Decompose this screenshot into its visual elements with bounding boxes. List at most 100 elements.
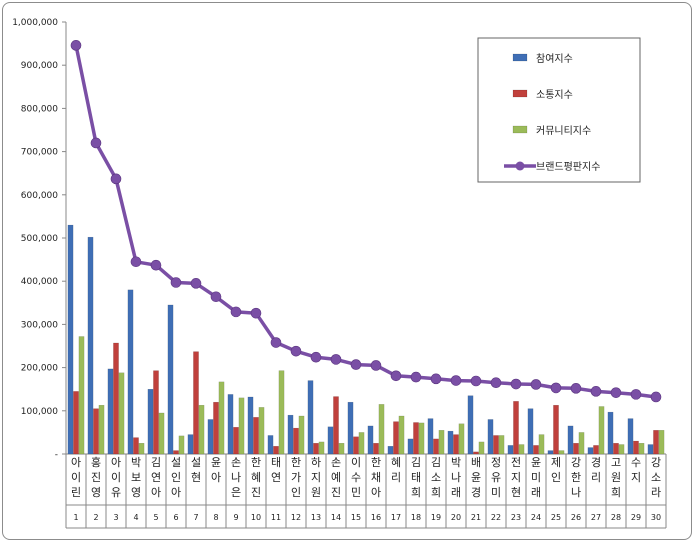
line-series [70,40,662,403]
x-rank-label: 14 [331,513,341,522]
x-rank-label: 5 [153,513,158,522]
bar-참여지수-손나은 [227,394,234,455]
point-한가인 [290,345,302,357]
x-rank-label: 24 [531,513,541,522]
x-tick-label-char: 제 [551,456,561,469]
bar-참여지수-설인아 [167,304,174,455]
y-tick-label: 300,000 [21,320,58,330]
bar-참여지수-혜리 [387,446,394,455]
bar-참여지수-윤미래 [527,408,534,455]
bar-커뮤니티지수-한채아 [378,404,385,455]
bar-참여지수-아이린 [67,224,74,455]
x-tick-label-char: 윤 [471,471,481,484]
bar-소통지수-한채아 [373,443,379,455]
x-tick-label-char: 연 [271,471,281,484]
x-tick-label-char: 이 [351,456,361,469]
legend-label-커뮤니티지수: 커뮤니티지수 [536,125,591,137]
bar-참여지수-김연아 [147,389,154,455]
x-tick-label-char: 박 [451,456,461,469]
x-rank-label: 18 [411,513,421,522]
x-tick-label-char: 윤 [531,456,541,469]
bar-참여지수-아이유 [107,368,114,455]
legend-box [477,37,641,183]
point-아이유 [110,173,122,185]
y-tick-label: 800,000 [21,104,58,114]
x-tick-label-char: 래 [451,486,461,499]
point-박보영 [130,256,142,268]
bar-커뮤니티지수-하지원 [318,441,325,455]
bar-소통지수-배윤경 [473,451,479,455]
x-rank-label: 1 [73,513,78,522]
bar-참여지수-고원희 [607,411,614,455]
x-tick-label-char: 손 [231,456,241,469]
y-tick-label: 500,000 [21,234,58,244]
x-tick-label-char: 한 [371,456,381,469]
x-rank-label: 11 [271,513,281,522]
x-tick-label-char: 진 [91,471,101,484]
y-tick-label: 100,000 [21,407,58,417]
point-한채아 [370,360,382,371]
bar-커뮤니티지수-김연아 [158,412,165,455]
bar-소통지수-김소희 [433,438,439,455]
bar-소통지수-손나은 [233,427,239,455]
bar-참여지수-김소희 [427,418,434,455]
x-tick-label-char: 진 [331,486,341,499]
x-tick-label-char: 래 [531,486,541,499]
x-tick-label-char: 희 [431,486,441,499]
bar-참여지수-박나래 [447,430,454,455]
x-tick-label-char: 한 [571,471,581,484]
bar-참여지수-한채아 [367,425,374,455]
x-rank-label: 27 [591,513,601,522]
bar-참여지수-손예진 [327,426,334,455]
x-tick-label-char: 손 [331,456,341,469]
bar-커뮤니티지수-박나래 [458,423,465,455]
x-tick-label-char: 영 [91,486,101,499]
x-rank-label: 12 [291,513,301,522]
bar-소통지수-홍진영 [93,408,99,455]
x-rank-label: 4 [133,513,138,522]
x-tick-label-char: 라 [651,486,661,499]
x-tick-label-char: 한 [251,456,261,469]
bar-참여지수-태연 [267,435,274,455]
legend-label-소통지수: 소통지수 [536,89,573,101]
bar-커뮤니티지수-수지 [638,443,645,455]
x-tick-label-char: 원 [611,471,621,484]
point-설인아 [170,277,182,288]
bar-소통지수-강소라 [653,430,659,455]
bar-커뮤니티지수-강소라 [658,430,665,455]
x-tick-label-char: 인 [551,471,561,484]
bar-소통지수-설인아 [173,450,179,455]
x-tick-label-char: 아 [71,456,81,469]
x-tick-label-char: 혜 [251,471,261,484]
legend-swatch-소통지수 [512,89,528,98]
x-tick-label-char: 예 [331,471,341,484]
point-경리 [590,386,602,397]
x-tick-label-char: 태 [411,471,421,484]
bar-커뮤니티지수-손나은 [238,397,245,455]
bar-소통지수-수지 [633,440,639,455]
x-tick-label-char: 유 [111,486,121,499]
bar-커뮤니티지수-설현 [198,404,205,455]
x-tick-label-char: 원 [311,486,321,499]
bar-series [67,224,665,455]
x-tick-label-char: 김 [431,456,441,469]
y-tick-label: 900,000 [21,61,58,71]
x-tick-label-char: 미 [491,486,501,499]
bar-소통지수-제인 [553,404,559,455]
x-tick-label-char: 설 [191,456,201,469]
x-tick-label-char: 민 [351,486,361,499]
x-tick-label-char: 혜 [391,456,401,469]
x-tick-label-char: 경 [471,486,481,499]
x-tick-label-char: 아 [371,486,381,499]
x-axis-labels: 아이린1홍진영2아이유3박보영4김연아5설인아6설현7윤아8손나은9한혜진10태… [65,454,667,529]
bar-참여지수-한가인 [287,414,294,455]
bar-참여지수-강소라 [647,444,654,455]
bar-소통지수-설현 [193,351,199,455]
point-설현 [190,278,202,289]
bar-참여지수-강한나 [567,425,574,455]
x-rank-label: 21 [471,513,481,522]
bar-참여지수-수지 [627,418,634,455]
x-rank-label: 7 [193,513,198,522]
bar-소통지수-하지원 [313,443,319,455]
